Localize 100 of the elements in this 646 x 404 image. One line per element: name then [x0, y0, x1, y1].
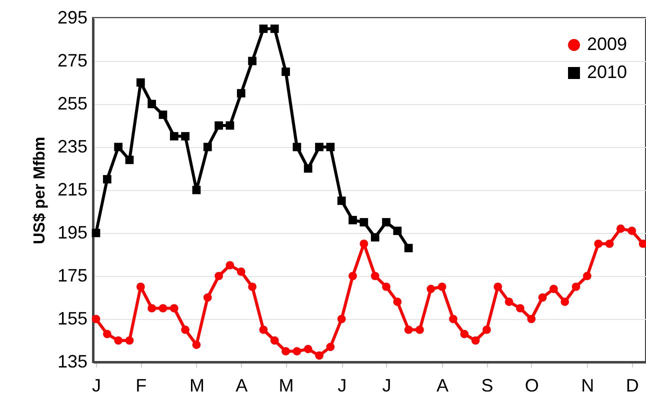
point [282, 347, 290, 356]
point [326, 142, 335, 152]
point [348, 216, 357, 224]
point [148, 304, 156, 312]
point [538, 293, 547, 302]
point [594, 240, 603, 248]
point [471, 336, 480, 345]
point [226, 121, 234, 130]
point [214, 272, 223, 280]
x-tick-label: O [524, 376, 539, 396]
point [616, 224, 625, 233]
x-tick-label: F [136, 376, 147, 396]
point [304, 164, 312, 173]
point [136, 282, 145, 291]
y-tick-label: 235 [57, 136, 88, 156]
point [170, 304, 178, 312]
point [292, 142, 302, 152]
point [214, 121, 223, 130]
point [102, 175, 112, 184]
y-tick-label: 135 [57, 352, 88, 372]
point [494, 282, 502, 291]
point [226, 261, 234, 270]
point [125, 336, 134, 345]
point [393, 298, 402, 306]
point [248, 282, 256, 291]
point [292, 347, 302, 356]
point [203, 293, 212, 302]
point [114, 142, 123, 152]
y-tick-label: 275 [57, 50, 88, 70]
x-tick-label: N [581, 376, 594, 396]
y-tick-label: 175 [57, 266, 88, 286]
x-tick-label: M [189, 376, 204, 396]
y-tick-label: 295 [57, 8, 88, 28]
x-tick-label: S [481, 376, 494, 396]
point [527, 314, 536, 324]
point [259, 24, 268, 33]
point [370, 233, 380, 242]
point [628, 226, 636, 236]
point [416, 326, 424, 334]
legend-label: 2009 [587, 34, 628, 54]
point [315, 142, 324, 152]
point [158, 110, 168, 119]
point [181, 132, 190, 140]
point [125, 156, 134, 164]
point [282, 68, 290, 76]
point [304, 344, 312, 354]
point [348, 272, 357, 280]
point [136, 78, 145, 87]
point [638, 240, 646, 248]
point [192, 186, 201, 194]
y-tick-label: 155 [57, 308, 88, 328]
point [382, 218, 390, 226]
point [482, 326, 491, 334]
point [192, 340, 201, 349]
point [370, 272, 380, 280]
point [326, 342, 335, 352]
x-tick-label: D [626, 376, 639, 396]
point [236, 89, 246, 98]
x-tick-label: A [236, 376, 248, 396]
x-tick-label: M [278, 376, 294, 396]
y-tick-label: 255 [57, 94, 88, 114]
point [259, 326, 268, 334]
point [393, 226, 402, 236]
point [382, 282, 390, 291]
legend-label: 2010 [587, 62, 628, 82]
point [605, 240, 614, 248]
point [92, 228, 100, 238]
point [158, 304, 168, 312]
point [550, 284, 558, 294]
point [337, 196, 346, 205]
point [404, 326, 413, 334]
x-tick-label: J [92, 376, 101, 396]
y-tick-label: 195 [57, 222, 88, 242]
point [583, 272, 592, 280]
point [248, 56, 256, 66]
point [516, 304, 524, 312]
point [270, 336, 279, 345]
point [102, 330, 112, 338]
point [337, 314, 346, 324]
point [449, 314, 458, 324]
point [572, 282, 580, 291]
y-axis-title: US$ per Mfbm [31, 136, 48, 244]
x-tick-label: J [338, 376, 347, 396]
point [460, 330, 469, 338]
point [148, 100, 156, 108]
point [426, 284, 436, 294]
point [92, 314, 100, 324]
point [504, 298, 514, 306]
point [315, 351, 324, 360]
point [203, 142, 212, 152]
point [404, 244, 413, 252]
point [114, 336, 123, 345]
point [270, 24, 279, 33]
y-tick-label: 215 [57, 180, 88, 200]
point [438, 282, 446, 291]
point [360, 218, 368, 226]
x-tick-label: J [382, 376, 392, 396]
point [170, 132, 178, 140]
point [181, 326, 190, 334]
x-tick-label: A [436, 376, 449, 396]
